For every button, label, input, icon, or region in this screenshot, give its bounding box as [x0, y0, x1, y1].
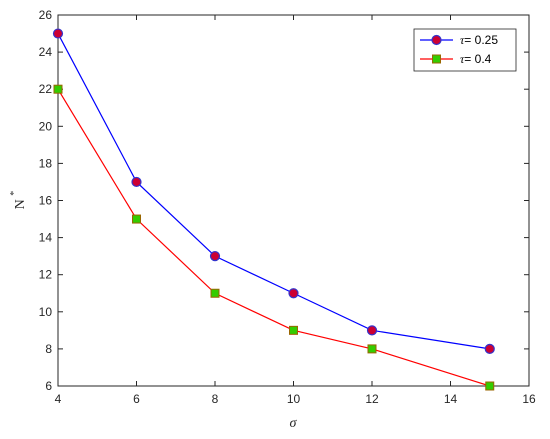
legend-label-symbol: τ: [460, 33, 465, 47]
legend-entry: τ= 0.4: [420, 52, 492, 66]
series-1: [52, 28, 495, 354]
legend-marker: [432, 54, 441, 64]
legend-label-value: = 0.25: [464, 33, 498, 47]
y-tick-label: 8: [45, 342, 52, 356]
series-line: [57, 33, 490, 350]
y-tick-label: 22: [39, 82, 53, 96]
legend: τ= 0.25τ= 0.4: [413, 28, 517, 72]
series-line: [57, 88, 490, 387]
x-axis-title: σ: [290, 416, 298, 431]
data-point: [210, 288, 220, 298]
data-point: [209, 251, 221, 262]
data-point: [132, 214, 141, 224]
legend-label-symbol: τ: [460, 52, 465, 66]
data-point: [485, 381, 495, 391]
data-point: [484, 343, 495, 354]
data-point: [288, 288, 299, 299]
y-axis-title-superscript: *: [9, 191, 20, 196]
svg-text:N *: N *: [9, 191, 28, 210]
data-point: [289, 325, 298, 335]
plot-area: [57, 14, 530, 387]
legend-label: τ= 0.4: [460, 52, 492, 66]
x-tick-label: 14: [444, 392, 458, 406]
x-tick-label: 4: [55, 392, 62, 406]
legend-label-value: = 0.4: [464, 52, 491, 66]
y-tick-label: 18: [39, 156, 53, 170]
y-tick-label: 12: [39, 268, 53, 282]
x-tick-label: 10: [287, 392, 301, 406]
y-tick-label: 14: [39, 231, 53, 245]
legend-label: τ= 0.25: [460, 33, 498, 47]
y-axis-ticks: 6 8 10 12 14 16 18 20 22 24 26: [39, 8, 529, 393]
data-point: [366, 325, 378, 336]
x-tick-label: 12: [365, 392, 379, 406]
series-2: [53, 84, 495, 391]
y-tick-label: 24: [39, 45, 53, 59]
y-axis-title-base: N: [13, 199, 28, 209]
y-tick-label: 6: [45, 379, 52, 393]
data-point: [367, 344, 377, 354]
y-tick-label: 20: [39, 119, 53, 133]
x-tick-label: 16: [522, 392, 536, 406]
data-point: [53, 84, 63, 94]
x-axis-ticks: 4 6 8 10 12 14 16: [55, 15, 536, 406]
legend-items: τ= 0.25τ= 0.4: [420, 33, 498, 66]
legend-marker: [431, 34, 442, 46]
x-tick-label: 8: [212, 392, 219, 406]
data-point: [131, 176, 142, 188]
series-layer: [52, 28, 495, 391]
y-tick-label: 16: [39, 194, 53, 208]
y-axis-title: N *: [9, 191, 28, 210]
y-tick-label: 10: [39, 305, 53, 319]
legend-entry: τ= 0.25: [420, 33, 498, 47]
data-point: [52, 28, 64, 39]
legend-box: [413, 28, 517, 72]
x-tick-label: 6: [133, 392, 140, 406]
y-tick-label: 26: [39, 8, 53, 22]
